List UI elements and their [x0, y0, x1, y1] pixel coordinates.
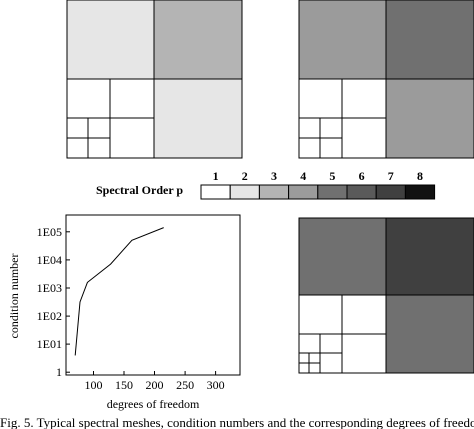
- legend-swatches: 1 2 3 4 5 6 7 8: [200, 169, 436, 200]
- y-tick-label: 1E01: [37, 337, 62, 351]
- mesh-br-cell-top-left: [298, 217, 387, 296]
- legend-swatch: [229, 184, 260, 200]
- series-line: [74, 227, 164, 356]
- x-tick-label: 100: [85, 378, 103, 392]
- condition-number-chart: 100 150 200 250 300 1 1E01 1E02 1E03 1E04 1E05 deg…: [7, 214, 241, 411]
- y-axis-label: condition number: [7, 254, 21, 339]
- figure-caption: Fig. 5. Typical spectral meshes, conditi…: [0, 416, 474, 429]
- chart-frame: [65, 214, 241, 376]
- legend-swatch: [346, 184, 377, 200]
- x-tick-label: 300: [207, 378, 225, 392]
- mesh-tl-cell-bottom-right: [153, 78, 243, 159]
- y-tick-label: 1: [56, 365, 62, 379]
- legend-order-label: 2: [242, 169, 248, 183]
- legend-order-label: 6: [359, 169, 365, 183]
- y-tick-label: 1E02: [37, 309, 62, 323]
- y-tick-label: 1E03: [37, 281, 62, 295]
- legend-order-label: 1: [213, 169, 219, 183]
- legend-swatch: [317, 184, 348, 200]
- mesh-top-right: [298, 0, 474, 159]
- legend-order-label: 3: [271, 169, 277, 183]
- x-tick-label: 150: [115, 378, 133, 392]
- legend-swatch: [375, 184, 406, 200]
- legend-swatch: [200, 184, 231, 200]
- x-tick-label: 250: [176, 378, 194, 392]
- mesh-top-left: [66, 0, 243, 159]
- legend-swatch: [288, 184, 319, 200]
- mesh-tr-cell-top-right: [385, 0, 474, 80]
- legend: Spectral Order p 1 2 3 4 5 6 7 8: [96, 169, 436, 200]
- legend-swatch: [404, 184, 436, 200]
- y-tick-label: 1E04: [37, 253, 62, 267]
- mesh-tl-cell-top-right: [153, 0, 243, 80]
- legend-order-label: 7: [388, 169, 394, 183]
- legend-order-label: 5: [329, 169, 335, 183]
- mesh-br-cell-bottom-right: [385, 294, 474, 374]
- mesh-bottom-right: [298, 217, 474, 374]
- legend-order-label: 4: [300, 169, 306, 183]
- mesh-br-cell-top-right: [385, 217, 474, 296]
- legend-title: Spectral Order p: [96, 183, 183, 197]
- legend-order-label: 8: [417, 169, 423, 183]
- mesh-tl-cell-top-left: [66, 0, 155, 80]
- mesh-tr-cell-top-left: [298, 0, 387, 80]
- y-tick-label: 1E05: [37, 225, 62, 239]
- x-tick-label: 200: [146, 378, 164, 392]
- legend-swatch: [258, 184, 290, 200]
- chart-ticks: 100 150 200 250 300 1 1E01 1E02 1E03 1E04 1E05: [37, 225, 225, 392]
- mesh-tr-cell-bottom-right: [385, 78, 474, 159]
- x-axis-label: degrees of freedom: [107, 397, 200, 411]
